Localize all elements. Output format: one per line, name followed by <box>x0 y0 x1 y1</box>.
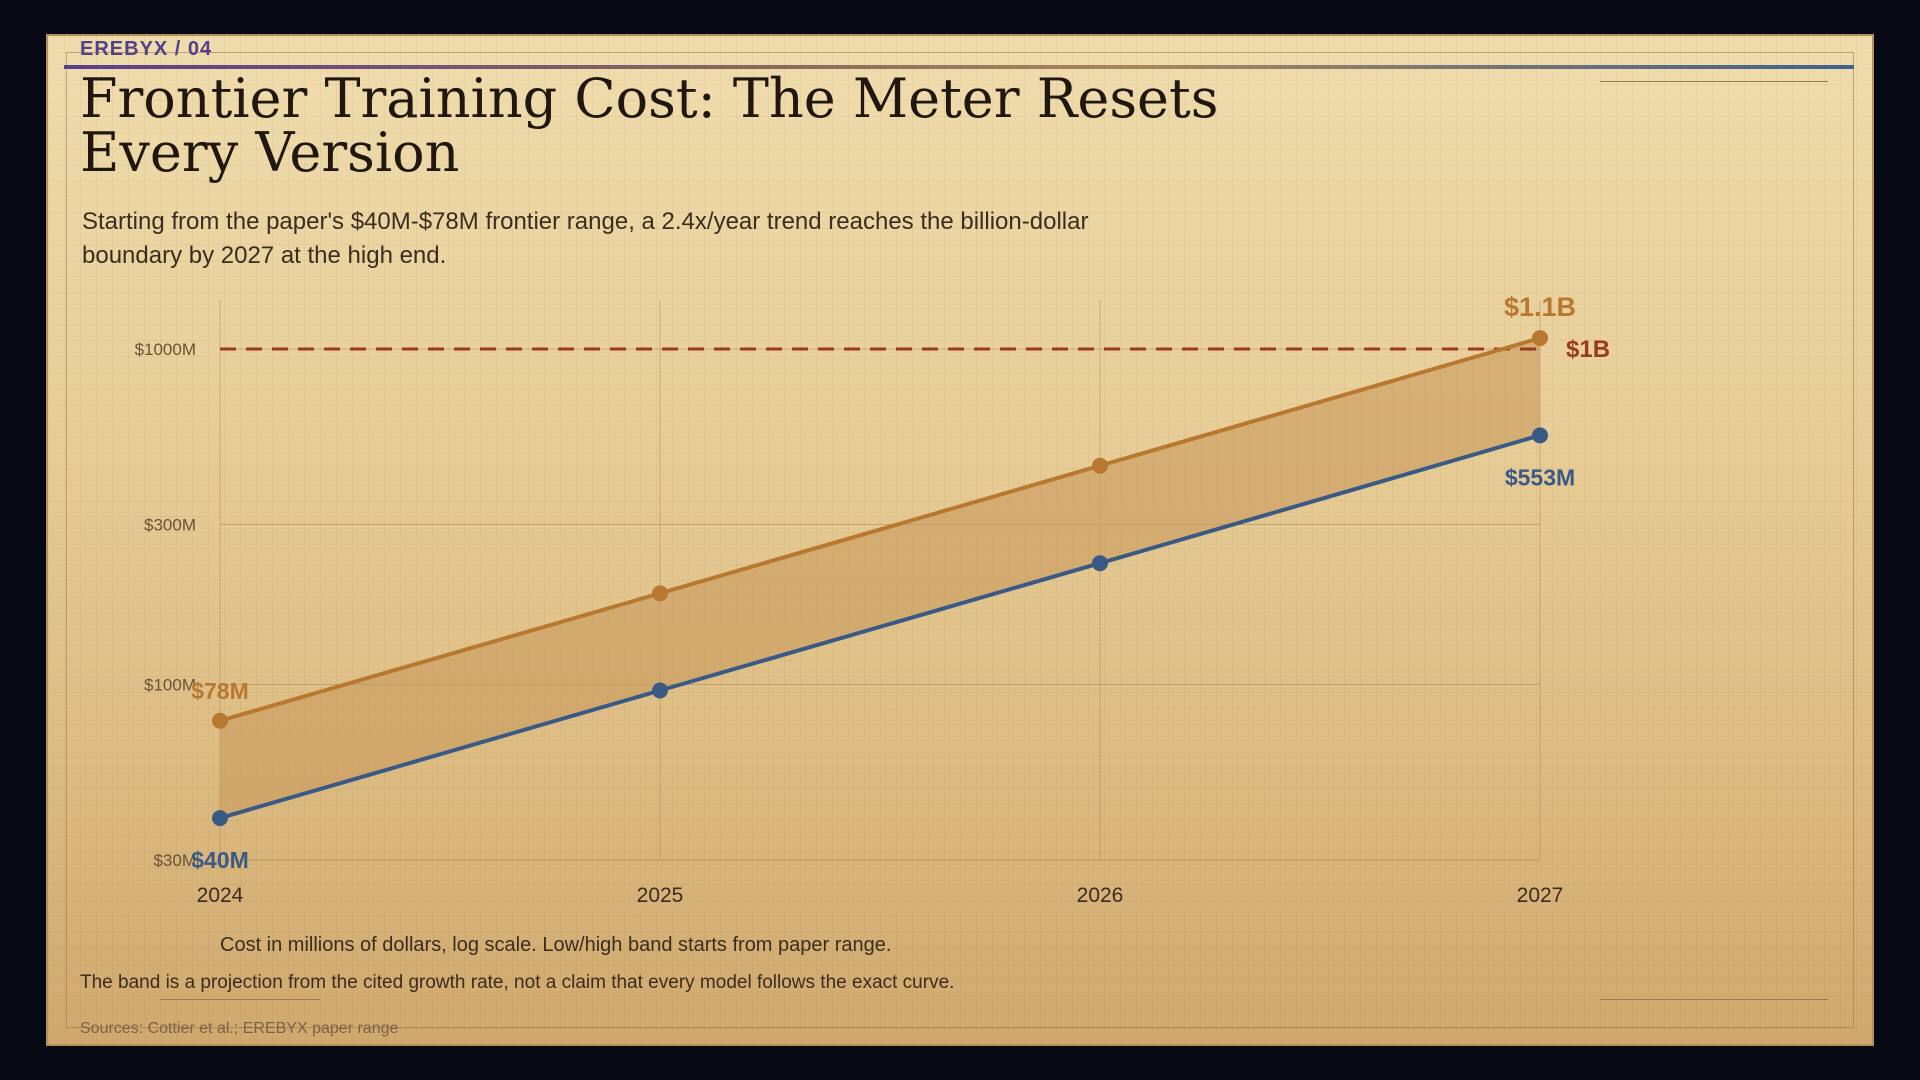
series-line-low <box>219 433 1541 820</box>
end-label-high: $1.1B <box>1504 292 1576 322</box>
band-layer <box>220 338 1540 819</box>
data-point-low <box>1092 555 1108 572</box>
deco-rule-bottom-right <box>1600 999 1828 1000</box>
data-point-low <box>1532 427 1548 444</box>
line-layer <box>212 330 1548 827</box>
projection-band <box>220 338 1540 819</box>
start-label-low: $40M <box>191 847 249 873</box>
deco-rule-bottom-left <box>160 999 320 1000</box>
y-tick-label: $300M <box>144 515 196 534</box>
data-point-high <box>212 712 228 729</box>
x-tick-label: 2024 <box>197 884 244 907</box>
axis-note: Cost in millions of dollars, log scale. … <box>220 934 892 956</box>
series-line-high <box>219 336 1541 723</box>
label-layer: 2024 2025 2026 2027 $30M $100M $300M $1000M $1B $… <box>135 292 1610 907</box>
x-tick-label: 2027 <box>1517 884 1564 907</box>
kicker-label: EREBYX / 04 <box>80 38 213 60</box>
data-point-high <box>652 585 668 602</box>
x-tick-label: 2026 <box>1077 884 1124 907</box>
chart-subtitle: Starting from the paper's $40M-$78M fron… <box>82 208 1089 269</box>
y-tick-label: $100M <box>144 676 196 695</box>
data-point-low <box>652 682 668 699</box>
data-point-high <box>1532 330 1548 347</box>
chart-title: Frontier Training Cost: The Meter Resets… <box>80 67 1219 184</box>
chart-card <box>46 34 1874 1046</box>
threshold-label: $1B <box>1566 336 1610 363</box>
footnote: The band is a projection from the cited … <box>80 972 955 993</box>
data-point-low <box>212 810 228 827</box>
end-label-low: $553M <box>1505 464 1575 490</box>
y-tick-label: $1000M <box>135 340 196 359</box>
x-tick-label: 2025 <box>637 884 684 907</box>
data-point-high <box>1092 457 1108 474</box>
y-tick-label: $30M <box>153 851 196 870</box>
sources: Sources: Cottier et al.; EREBYX paper ra… <box>80 1020 399 1037</box>
accent-rule <box>64 65 1854 69</box>
start-label-high: $78M <box>191 678 249 704</box>
deco-rule-top-right <box>1600 81 1828 82</box>
